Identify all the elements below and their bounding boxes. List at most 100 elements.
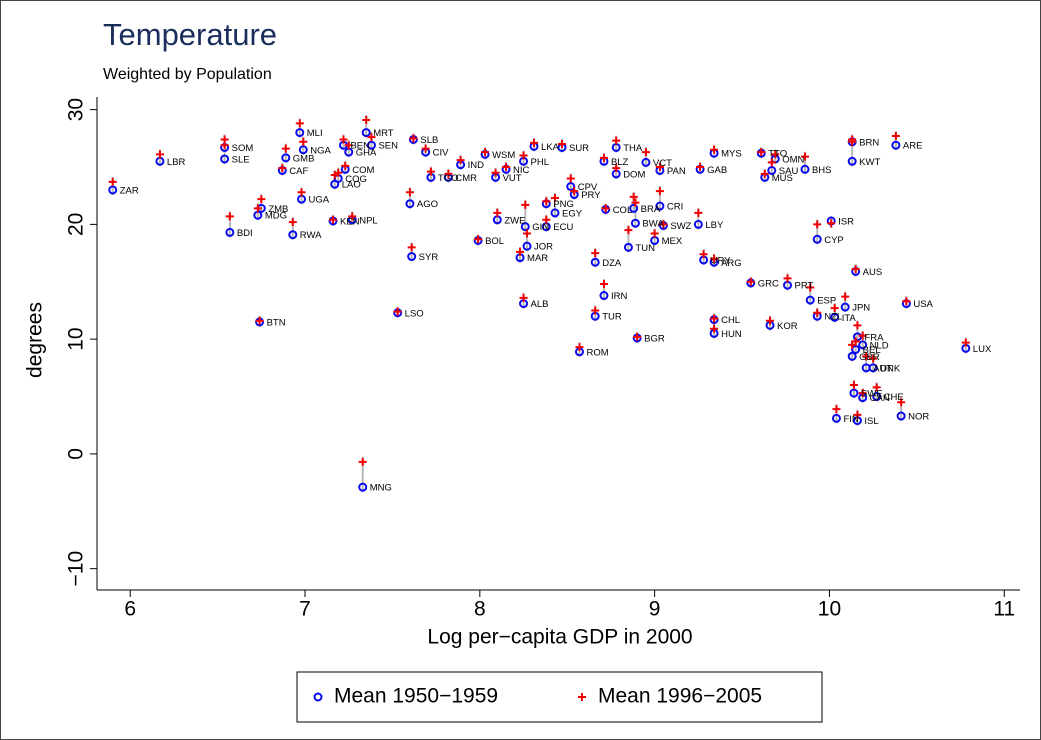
point: [599, 153, 608, 162]
point: [405, 188, 414, 197]
point-label: TUN: [635, 243, 655, 254]
point: [766, 316, 775, 325]
point-label: CRI: [667, 202, 683, 213]
point: [108, 177, 117, 186]
chart-subtitle: Weighted by Population: [103, 66, 272, 83]
point-label: ECU: [553, 222, 573, 233]
point-label: SYR: [419, 252, 439, 263]
point: [891, 132, 900, 141]
point-label: THA: [623, 143, 643, 154]
point-label: SUR: [569, 143, 589, 154]
point-label: PRY: [581, 190, 601, 201]
point: [590, 257, 600, 267]
point-label: NZL: [824, 312, 842, 323]
point: [896, 411, 906, 421]
point: [493, 208, 502, 217]
point: [847, 156, 857, 166]
point-label: BTN: [267, 317, 286, 328]
point-label: HUN: [721, 329, 742, 340]
point-label: COM: [352, 165, 374, 176]
legend-label: Mean 1996−2005: [598, 685, 762, 708]
point: [851, 344, 861, 354]
point-label: VCT: [653, 158, 672, 169]
point: [474, 235, 483, 244]
point-label: FIN: [843, 414, 858, 425]
point: [225, 212, 234, 221]
point-label: LKA: [541, 142, 560, 153]
point: [693, 219, 703, 229]
point: [827, 219, 836, 228]
point: [566, 174, 575, 183]
point: [851, 337, 860, 346]
point-label: CAN: [870, 393, 890, 404]
point: [872, 392, 882, 402]
point: [516, 247, 525, 256]
point-label: ISL: [864, 416, 878, 427]
point-label: NPL: [359, 215, 377, 226]
point: [521, 200, 530, 209]
point: [591, 249, 600, 258]
point: [624, 226, 633, 235]
point-label: CHE: [884, 392, 904, 403]
point: [767, 158, 776, 167]
point-label: NLD: [870, 340, 889, 351]
point: [696, 163, 705, 172]
point: [813, 308, 822, 317]
point-label: VUT: [503, 173, 522, 184]
point-label: SWE: [861, 389, 883, 400]
point: [641, 148, 650, 157]
point: [393, 307, 402, 316]
point-label: BLZ: [611, 157, 629, 168]
point-label: BHS: [812, 165, 832, 176]
point: [405, 199, 415, 209]
point-label: SAU: [779, 166, 799, 177]
point: [840, 302, 850, 312]
point-label: BRA: [641, 204, 661, 215]
point: [339, 135, 348, 144]
point-label: KOR: [777, 321, 798, 332]
point: [891, 140, 901, 150]
point: [366, 140, 376, 150]
point: [557, 140, 566, 149]
point-label: LUX: [973, 344, 992, 355]
point: [800, 164, 810, 174]
point: [757, 148, 766, 157]
point-label: BOL: [485, 236, 504, 247]
point-label: SLB: [420, 135, 438, 146]
y-tick-label: 30: [65, 98, 88, 121]
point: [358, 482, 368, 492]
point-label: OMN: [782, 154, 804, 165]
point: [344, 141, 353, 150]
point-label: LAO: [342, 180, 361, 191]
point: [805, 295, 815, 305]
point: [570, 187, 579, 196]
legend-marker: [578, 693, 586, 701]
point: [655, 201, 665, 211]
point-label: MLI: [307, 128, 323, 139]
point: [542, 197, 551, 206]
point-label: DZA: [602, 258, 622, 269]
point-label: DOM: [623, 169, 645, 180]
y-tick-label: 0: [65, 448, 88, 460]
point: [630, 218, 640, 228]
point-label: PHL: [531, 157, 549, 168]
point: [813, 220, 822, 229]
point: [328, 215, 337, 224]
point: [550, 208, 560, 218]
point: [456, 156, 465, 165]
point-label: GMB: [293, 153, 315, 164]
point: [481, 148, 490, 157]
point: [361, 128, 371, 138]
point: [841, 292, 850, 301]
point-label: TTO: [768, 149, 787, 160]
point: [295, 119, 304, 128]
point: [155, 150, 164, 159]
point: [623, 242, 633, 252]
point: [601, 204, 610, 213]
point-label: GBR: [859, 352, 880, 363]
point-label: JOR: [534, 242, 553, 253]
point: [519, 151, 528, 160]
point-label: CHL: [721, 315, 740, 326]
